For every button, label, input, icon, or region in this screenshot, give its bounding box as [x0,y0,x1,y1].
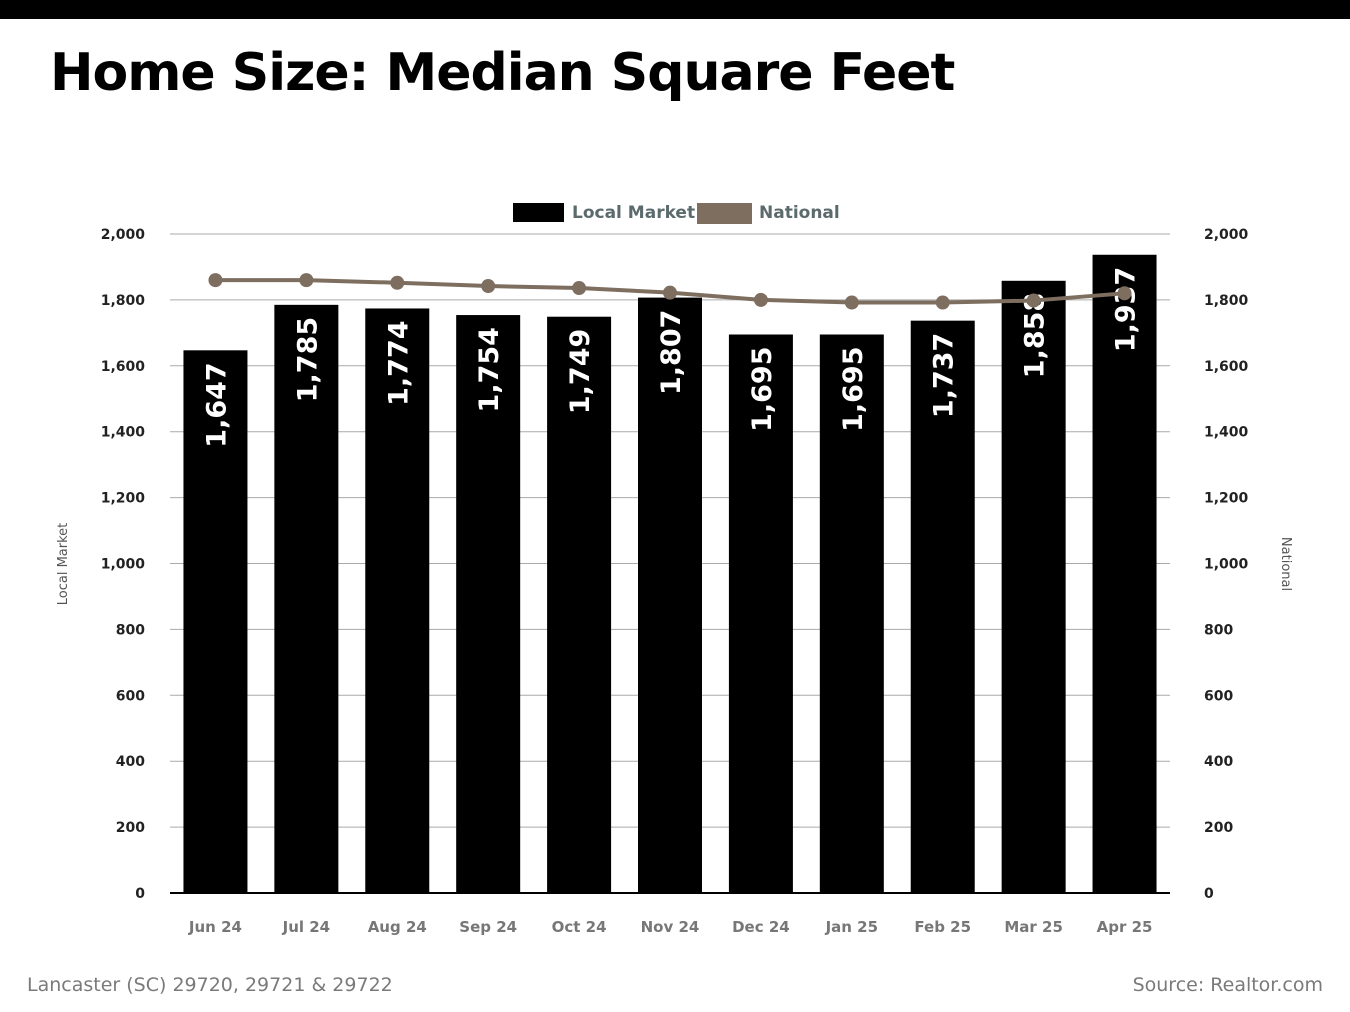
national-point [390,275,405,290]
x-tick-label: Oct 24 [552,918,607,936]
bar [1092,254,1157,894]
national-point [753,292,768,307]
x-tick-label: Aug 24 [368,918,427,936]
national-point [844,295,859,310]
bar-data-label: 1,785 [292,317,323,402]
legend-label-national: National [759,203,840,223]
y-tick-label-right: 0 [1204,886,1214,902]
combo-chart: 0 0 200 200 400 400 600 600 800 800 1,000 1,000 1,20… [56,203,1293,936]
bar [365,308,430,893]
x-tick-label: Jul 24 [282,918,331,936]
top-bar [0,0,1350,19]
x-tick-label: Jan 25 [825,918,878,936]
x-tick-label: Jun 24 [188,918,242,936]
national-point [1117,286,1132,301]
national-point [935,295,950,310]
legend-label-local: Local Market [572,203,695,223]
y-tick-label-right: 1,400 [1204,425,1249,441]
y-tick-label-right: 1,000 [1204,557,1249,573]
bar-data-label: 1,807 [656,310,687,395]
bar [638,297,702,893]
y-tick-label-right: 800 [1204,622,1233,638]
bar [1001,280,1066,893]
y-tick-label-right: 200 [1204,820,1233,836]
bar-data-label: 1,937 [1111,267,1142,352]
legend-swatch-local [513,203,564,222]
y-tick-label-left: 0 [135,886,145,902]
y-tick-label-right: 400 [1204,754,1233,770]
x-tick-label: Sep 24 [459,918,517,936]
y-tick-label-left: 200 [116,820,145,836]
x-tick-label: Nov 24 [641,918,700,936]
y-tick-label-left: 2,000 [101,227,146,243]
y-tick-label-left: 1,400 [101,425,146,441]
y-tick-label-left: 1,800 [101,293,146,309]
bar-data-label: 1,754 [474,327,505,412]
bar-data-label: 1,774 [383,320,414,405]
x-tick-label: Dec 24 [732,918,790,936]
y-tick-label-left: 1,000 [101,557,146,573]
x-tick-label: Mar 25 [1004,918,1063,936]
bar-data-label: 1,749 [565,329,596,414]
y-tick-label-left: 1,600 [101,359,146,375]
y-tick-label-left: 600 [116,688,145,704]
bar [183,350,248,894]
footer-location: Lancaster (SC) 29720, 29721 & 29722 [27,974,393,996]
national-point [572,281,587,296]
y-tick-label-right: 1,600 [1204,359,1249,375]
national-point [208,273,223,288]
y-axis-title-right: National [1278,537,1293,591]
bar-data-label: 1,695 [747,346,778,431]
bar-data-label: 1,695 [838,346,869,431]
y-tick-label-right: 600 [1204,688,1233,704]
y-tick-label-left: 400 [116,754,145,770]
y-tick-label-left: 800 [116,622,145,638]
footer-source: Source: Realtor.com [1132,974,1323,996]
bar [819,334,884,893]
national-point [1026,293,1041,308]
bar [547,316,612,894]
y-axis-title-left: Local Market [56,523,71,606]
x-tick-label: Apr 25 [1097,918,1153,936]
y-tick-label-left: 1,200 [101,491,146,507]
national-point [299,273,314,288]
bar [910,320,975,893]
national-point [481,279,496,294]
legend-swatch-national [697,203,752,224]
bar-data-label: 1,737 [929,333,960,418]
bar [456,315,521,893]
y-tick-label-right: 2,000 [1204,227,1249,243]
bar [728,334,793,893]
page-title: Home Size: Median Square Feet [50,43,955,103]
x-tick-label: Feb 25 [914,918,971,936]
y-tick-label-right: 1,800 [1204,293,1249,309]
bar [274,304,339,893]
bar-data-label: 1,647 [201,362,232,447]
national-point [663,285,677,300]
y-tick-label-right: 1,200 [1204,491,1249,507]
